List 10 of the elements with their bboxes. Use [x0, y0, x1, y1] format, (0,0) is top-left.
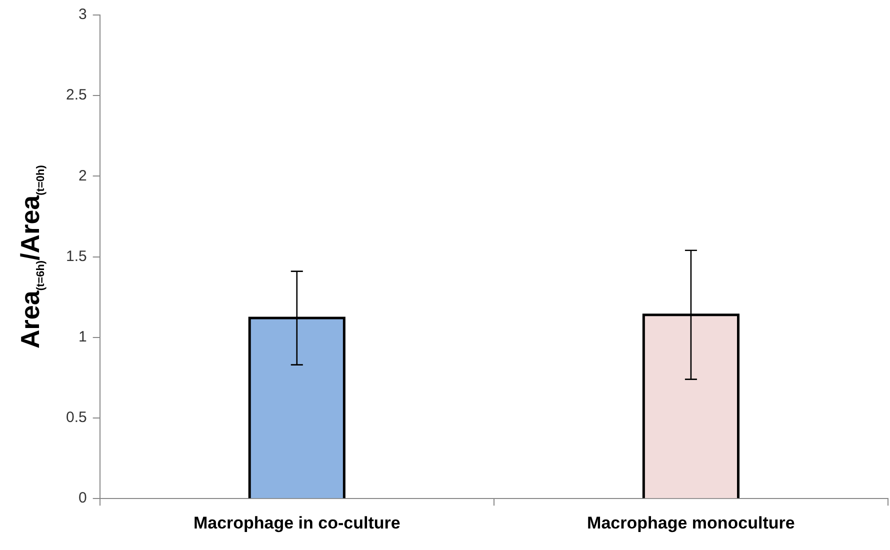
y-tick-label: 1.5	[66, 248, 87, 265]
y-tick-label: 0	[78, 490, 87, 507]
y-tick-label: 2.5	[66, 86, 87, 104]
y-tick-label: 3	[78, 6, 87, 24]
y-tick-label: 2	[78, 167, 87, 184]
y-axis-title: Area(t=6h)/Area(t=0h)	[15, 164, 47, 348]
x-tick-label: Macrophage in co-culture	[193, 513, 400, 532]
x-tick-label: Macrophage monoculture	[587, 513, 795, 532]
y-tick-label: 1	[78, 328, 87, 346]
y-tick-label: 0.5	[66, 409, 87, 426]
